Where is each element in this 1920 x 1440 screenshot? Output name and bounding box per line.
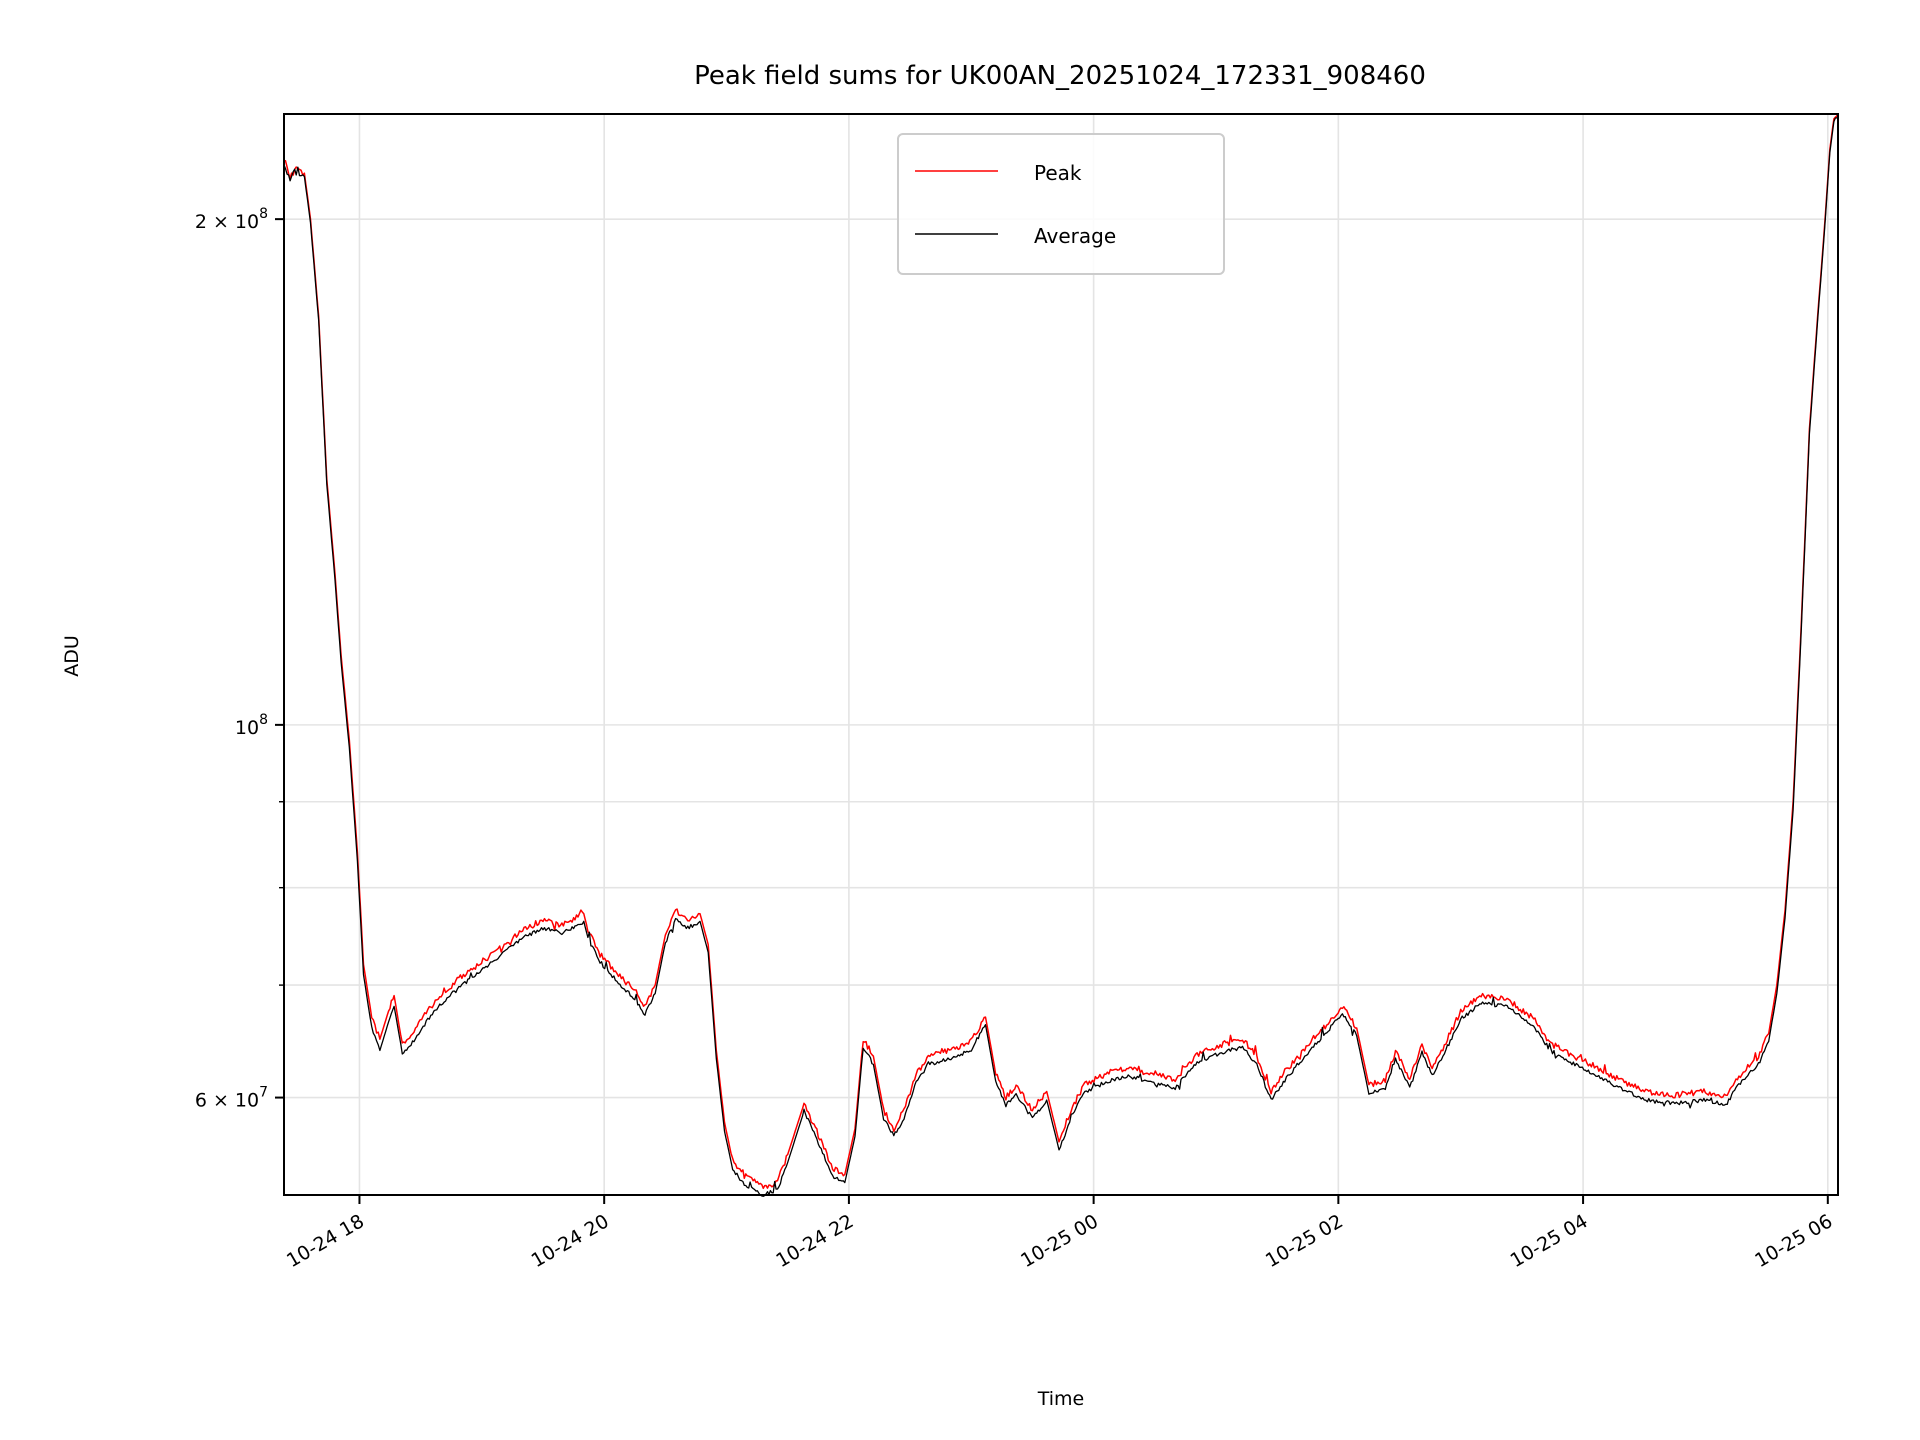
series-layer	[283, 113, 1839, 1197]
y-tick-label-exponent: 8	[259, 712, 268, 728]
plot-frame	[283, 113, 1839, 1196]
y-tick-label-base: 6 × 10	[195, 1090, 259, 1112]
chart-title: Peak field sums for UK00AN_20251024_1723…	[694, 61, 1426, 91]
series-line-peak	[283, 113, 1839, 1190]
y-tick-label: 108	[235, 712, 268, 739]
y-tick-label-base: 2 × 10	[195, 211, 259, 233]
y-tick-label: 2 × 108	[195, 206, 268, 233]
legend-label-peak: Peak	[1034, 161, 1082, 185]
legend-label-average: Average	[1034, 224, 1116, 248]
y-tick-label-base: 10	[235, 717, 259, 739]
y-axis-label: ADU	[61, 635, 83, 677]
y-tick-label-exponent: 7	[259, 1085, 268, 1101]
x-axis-label: Time	[1037, 1388, 1085, 1410]
series-line-average	[283, 116, 1839, 1197]
legend-box	[897, 133, 1225, 275]
legend: Peak Average	[897, 133, 1225, 275]
grid-layer	[284, 114, 1838, 1195]
y-tick-label-exponent: 8	[259, 206, 268, 222]
y-tick-label: 6 × 107	[195, 1085, 268, 1112]
